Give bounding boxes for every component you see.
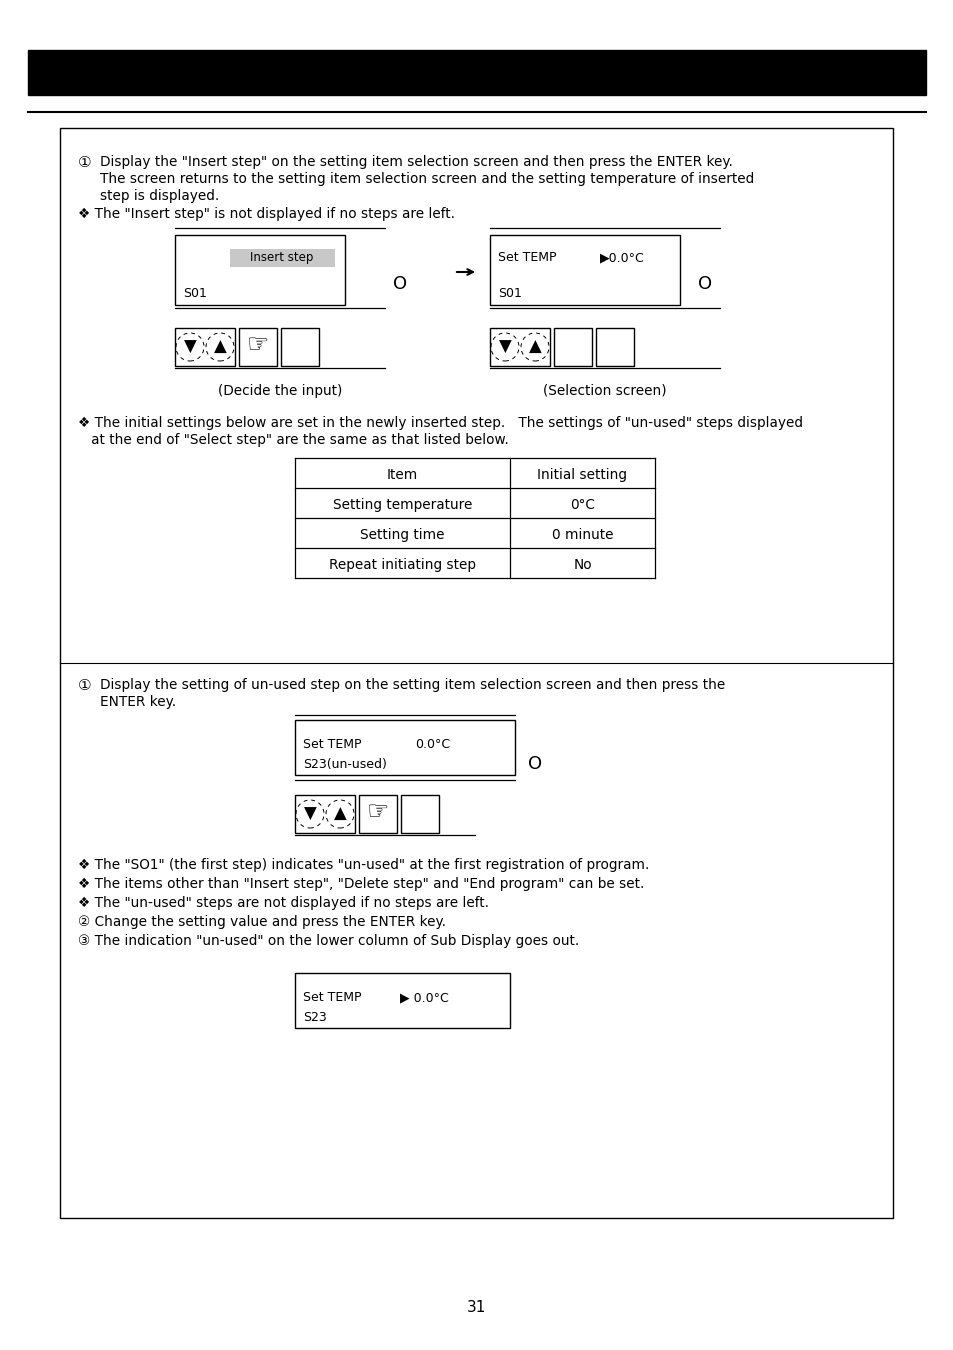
Text: S23: S23: [303, 1011, 327, 1025]
Text: ☞: ☞: [366, 801, 389, 824]
Bar: [490, 235, 679, 305]
Text: at the end of "Select step" are the same as that listed below.: at the end of "Select step" are the same…: [78, 433, 508, 447]
Text: Initial setting: Initial setting: [537, 468, 627, 482]
Text: ①: ①: [78, 678, 91, 693]
Bar: [596, 328, 634, 366]
Text: S01: S01: [497, 288, 521, 300]
Text: step is displayed.: step is displayed.: [100, 189, 219, 202]
Text: Set TEMP: Set TEMP: [303, 738, 361, 751]
Text: Display the "Insert step" on the setting item selection screen and then press th: Display the "Insert step" on the setting…: [100, 155, 732, 169]
Text: S23(un-used): S23(un-used): [303, 757, 387, 771]
Text: ENTER key.: ENTER key.: [100, 695, 176, 709]
Text: ❖ The "un-used" steps are not displayed if no steps are left.: ❖ The "un-used" steps are not displayed …: [78, 896, 489, 910]
Text: ② Change the setting value and press the ENTER key.: ② Change the setting value and press the…: [78, 915, 446, 929]
Text: ▼: ▼: [303, 805, 316, 823]
Text: Insert step: Insert step: [250, 251, 314, 265]
Text: ❖ The "SO1" (the first step) indicates "un-used" at the first registration of pr: ❖ The "SO1" (the first step) indicates "…: [78, 859, 649, 872]
Bar: [239, 328, 276, 366]
Text: ☞: ☞: [247, 333, 269, 356]
Bar: [281, 328, 318, 366]
Bar: [230, 248, 335, 267]
Text: ❖ The items other than "Insert step", "Delete step" and "End program" can be set: ❖ The items other than "Insert step", "D…: [78, 878, 643, 891]
Bar: [400, 795, 438, 833]
Bar: [490, 328, 550, 366]
Text: S01: S01: [183, 288, 207, 300]
Text: O: O: [527, 755, 541, 774]
Text: ①: ①: [78, 155, 91, 170]
Text: Setting time: Setting time: [360, 528, 444, 541]
Text: Set TEMP: Set TEMP: [497, 251, 556, 265]
Text: ▲: ▲: [334, 805, 346, 823]
Text: The screen returns to the setting item selection screen and the setting temperat: The screen returns to the setting item s…: [100, 171, 754, 186]
Bar: [554, 328, 592, 366]
Text: O: O: [698, 275, 711, 293]
Bar: [294, 973, 510, 1027]
Bar: [294, 720, 515, 775]
Text: 31: 31: [467, 1300, 486, 1315]
Bar: [358, 795, 396, 833]
Bar: [174, 235, 345, 305]
Text: 0°C: 0°C: [570, 498, 595, 512]
Text: 0 minute: 0 minute: [551, 528, 613, 541]
Bar: [28, 50, 925, 94]
Text: Repeat initiating step: Repeat initiating step: [329, 558, 476, 572]
Bar: [174, 328, 234, 366]
Text: ▼: ▼: [498, 338, 511, 356]
Text: ▶0.0°C: ▶0.0°C: [599, 251, 644, 265]
Text: No: No: [573, 558, 591, 572]
Text: (Decide the input): (Decide the input): [217, 383, 342, 398]
Text: ❖ The initial settings below are set in the newly inserted step.   The settings : ❖ The initial settings below are set in …: [78, 416, 802, 431]
Bar: [60, 128, 892, 1218]
Text: ③ The indication "un-used" on the lower column of Sub Display goes out.: ③ The indication "un-used" on the lower …: [78, 934, 578, 948]
Text: Display the setting of un-used step on the setting item selection screen and the: Display the setting of un-used step on t…: [100, 678, 724, 693]
Text: Set TEMP: Set TEMP: [303, 991, 361, 1004]
Text: O: O: [393, 275, 407, 293]
Text: ❖ The "Insert step" is not displayed if no steps are left.: ❖ The "Insert step" is not displayed if …: [78, 207, 455, 221]
Text: ▶ 0.0°C: ▶ 0.0°C: [399, 991, 448, 1004]
Text: ▼: ▼: [183, 338, 196, 356]
Text: Setting temperature: Setting temperature: [333, 498, 472, 512]
Text: Item: Item: [387, 468, 417, 482]
Text: ▲: ▲: [528, 338, 540, 356]
Text: ▲: ▲: [213, 338, 226, 356]
Text: (Selection screen): (Selection screen): [542, 383, 666, 398]
Bar: [294, 795, 355, 833]
Text: 0.0°C: 0.0°C: [415, 738, 450, 751]
